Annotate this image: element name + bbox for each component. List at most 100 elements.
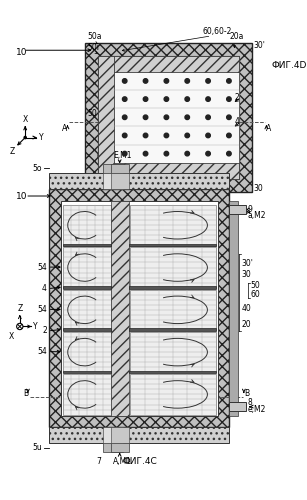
Bar <box>114 56 239 72</box>
Text: 5o: 5o <box>33 164 42 172</box>
Text: 30': 30' <box>241 259 253 268</box>
Bar <box>229 402 246 411</box>
Text: X: X <box>23 115 28 124</box>
Text: 50: 50 <box>87 108 97 118</box>
Text: A: A <box>62 124 68 133</box>
Text: Z: Z <box>17 304 22 313</box>
Bar <box>111 172 129 189</box>
Text: 7: 7 <box>97 457 102 466</box>
Text: A: A <box>266 124 272 133</box>
Bar <box>63 205 111 246</box>
Text: 9: 9 <box>247 205 252 214</box>
Text: B: B <box>23 390 28 398</box>
Circle shape <box>227 133 231 138</box>
Circle shape <box>143 115 148 119</box>
Bar <box>129 328 216 331</box>
Circle shape <box>206 115 210 119</box>
Text: A,M1: A,M1 <box>113 457 132 466</box>
Text: Y: Y <box>33 322 38 331</box>
Text: 60: 60 <box>250 290 260 300</box>
Bar <box>229 205 246 214</box>
Circle shape <box>227 152 231 156</box>
Circle shape <box>206 97 210 102</box>
Circle shape <box>227 97 231 102</box>
Circle shape <box>164 152 169 156</box>
Bar <box>130 290 216 330</box>
Circle shape <box>185 78 189 83</box>
Text: 20a: 20a <box>229 32 244 41</box>
Bar <box>98 56 114 179</box>
Circle shape <box>206 133 210 138</box>
Bar <box>61 200 218 416</box>
Text: Z: Z <box>10 148 15 156</box>
Circle shape <box>227 78 231 83</box>
Bar <box>63 374 111 414</box>
Circle shape <box>122 97 127 102</box>
Circle shape <box>24 136 26 138</box>
Text: 60,60-2: 60,60-2 <box>202 27 232 36</box>
Bar <box>130 248 216 288</box>
Text: 20: 20 <box>167 166 176 174</box>
Bar <box>130 332 216 372</box>
Text: 4: 4 <box>235 118 240 126</box>
Bar <box>103 172 123 189</box>
Circle shape <box>164 78 169 83</box>
Bar <box>229 200 238 416</box>
Circle shape <box>17 324 23 330</box>
Text: 60,60-1: 60,60-1 <box>102 103 111 132</box>
Bar <box>111 428 129 444</box>
Text: 50a: 50a <box>87 32 102 41</box>
Bar <box>129 244 216 246</box>
Bar <box>114 72 239 162</box>
Text: 4: 4 <box>42 284 47 293</box>
Text: 6: 6 <box>97 152 102 161</box>
Text: 30': 30' <box>254 41 266 50</box>
Text: ФИГ.4С: ФИГ.4С <box>122 457 157 466</box>
Bar <box>103 428 123 444</box>
Text: 30: 30 <box>241 270 251 279</box>
Text: 54: 54 <box>37 305 47 314</box>
Text: a,M2: a,M2 <box>247 212 266 220</box>
Bar <box>63 244 111 246</box>
Text: ФИГ.4D: ФИГ.4D <box>272 61 307 70</box>
Bar <box>63 328 111 331</box>
Text: E,M1: E,M1 <box>113 151 132 160</box>
Bar <box>111 164 129 172</box>
Bar <box>98 56 239 179</box>
Bar <box>103 164 123 172</box>
Bar <box>49 428 229 444</box>
Bar <box>49 189 229 428</box>
Text: 10: 10 <box>16 192 28 200</box>
Text: 30: 30 <box>254 184 263 194</box>
Circle shape <box>185 152 189 156</box>
Circle shape <box>122 115 127 119</box>
Text: 5u: 5u <box>33 444 42 452</box>
Bar <box>85 43 252 192</box>
Circle shape <box>143 78 148 83</box>
Text: 8: 8 <box>247 398 252 407</box>
Circle shape <box>122 152 127 156</box>
Bar <box>63 332 111 372</box>
Text: 2: 2 <box>235 93 239 102</box>
Bar <box>49 172 229 189</box>
Circle shape <box>227 115 231 119</box>
Circle shape <box>143 133 148 138</box>
Circle shape <box>122 133 127 138</box>
Bar <box>103 444 123 452</box>
Text: 10: 10 <box>16 48 28 56</box>
Text: 20: 20 <box>241 320 251 329</box>
Bar <box>130 205 216 246</box>
Circle shape <box>164 133 169 138</box>
Circle shape <box>185 97 189 102</box>
Bar <box>63 290 111 330</box>
Bar <box>129 370 216 374</box>
Text: X: X <box>9 332 14 341</box>
Text: 2: 2 <box>42 326 47 336</box>
Bar <box>129 286 216 288</box>
Bar <box>63 370 111 374</box>
Text: Y: Y <box>39 133 43 142</box>
Bar <box>63 248 111 288</box>
Circle shape <box>143 97 148 102</box>
Text: 54: 54 <box>37 262 47 272</box>
Circle shape <box>122 78 127 83</box>
